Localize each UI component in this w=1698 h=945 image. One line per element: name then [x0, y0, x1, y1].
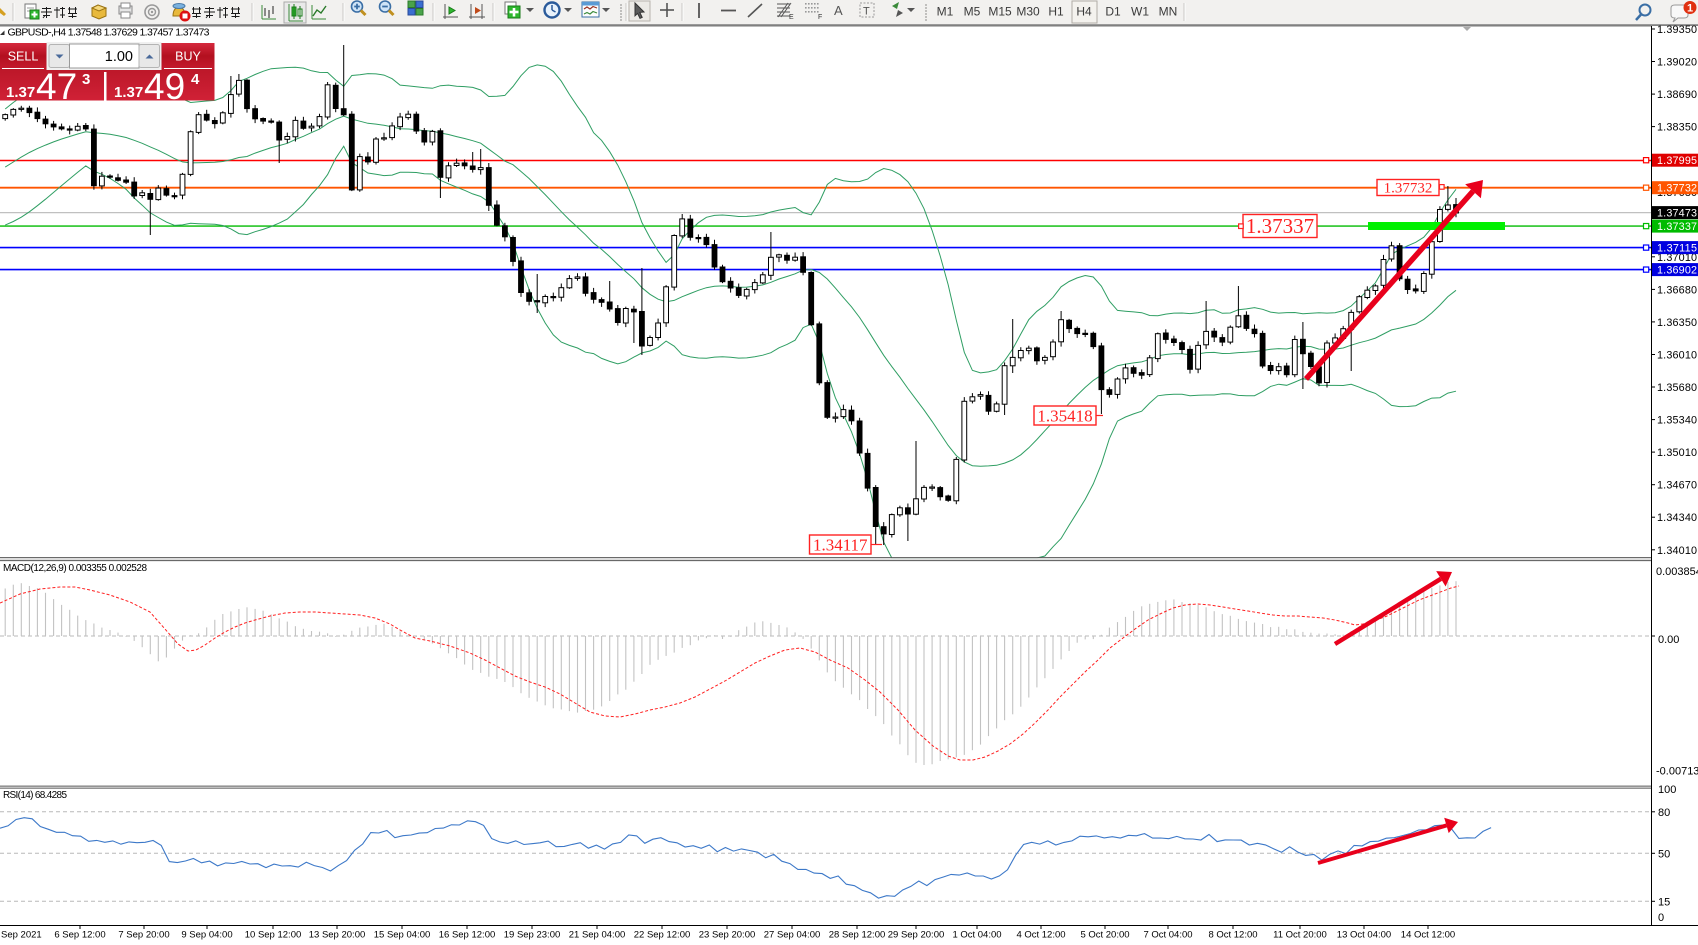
svg-text:1.36350: 1.36350: [1657, 317, 1697, 329]
svg-text:-0.007137: -0.007137: [1656, 766, 1698, 778]
svg-text:7 Sep 20:00: 7 Sep 20:00: [118, 930, 169, 941]
svg-text:4 Oct 12:00: 4 Oct 12:00: [1016, 930, 1065, 941]
svg-text:0: 0: [1658, 912, 1664, 924]
svg-text:100: 100: [1658, 784, 1676, 796]
svg-text:1.34340: 1.34340: [1657, 512, 1697, 524]
svg-text:1.00: 1.00: [105, 49, 133, 65]
svg-text:RSI(14) 68.4285: RSI(14) 68.4285: [3, 790, 67, 801]
svg-text:1.37732: 1.37732: [1384, 181, 1433, 197]
svg-text:8 Oct 12:00: 8 Oct 12:00: [1208, 930, 1257, 941]
svg-text:H4: H4: [1076, 5, 1092, 19]
svg-text:T: T: [863, 6, 870, 18]
svg-text:1.37995: 1.37995: [1657, 155, 1697, 167]
svg-text:0.003854: 0.003854: [1656, 566, 1698, 578]
svg-text:D1: D1: [1105, 5, 1121, 19]
svg-text:14 Oct 12:00: 14 Oct 12:00: [1401, 930, 1455, 941]
svg-text:Sep 2021: Sep 2021: [1, 930, 42, 941]
svg-text:1.37337: 1.37337: [1657, 221, 1697, 233]
svg-text:1.37337: 1.37337: [1246, 214, 1314, 238]
svg-text:15: 15: [1658, 896, 1670, 908]
svg-text:1.39350: 1.39350: [1657, 24, 1697, 36]
svg-text:1.35418: 1.35418: [1037, 406, 1092, 425]
svg-text:1 Oct 04:00: 1 Oct 04:00: [952, 930, 1001, 941]
svg-text:3: 3: [82, 71, 90, 88]
svg-text:1.34010: 1.34010: [1657, 545, 1697, 557]
svg-text:5 Oct 20:00: 5 Oct 20:00: [1080, 930, 1129, 941]
svg-text:1.38690: 1.38690: [1657, 89, 1697, 101]
svg-text:47: 47: [36, 66, 77, 107]
svg-text:27 Sep 04:00: 27 Sep 04:00: [764, 930, 821, 941]
svg-text:50: 50: [1658, 848, 1670, 860]
svg-text:M1: M1: [937, 5, 954, 19]
svg-text:0.00: 0.00: [1658, 634, 1679, 646]
svg-text:9 Sep 04:00: 9 Sep 04:00: [181, 930, 232, 941]
svg-text:10 Sep 12:00: 10 Sep 12:00: [245, 930, 302, 941]
svg-text:1.35010: 1.35010: [1657, 447, 1697, 459]
svg-text:80: 80: [1658, 807, 1670, 819]
svg-text:1.38350: 1.38350: [1657, 122, 1697, 134]
svg-text:M5: M5: [964, 5, 981, 19]
svg-text:H1: H1: [1048, 5, 1064, 19]
svg-text:13 Sep 20:00: 13 Sep 20:00: [309, 930, 366, 941]
svg-text:16 Sep 12:00: 16 Sep 12:00: [439, 930, 496, 941]
svg-text:1: 1: [1687, 3, 1693, 15]
svg-text:22 Sep 12:00: 22 Sep 12:00: [634, 930, 691, 941]
svg-text:1.35680: 1.35680: [1657, 382, 1697, 394]
svg-text:19 Sep 23:00: 19 Sep 23:00: [504, 930, 561, 941]
svg-text:1.37010: 1.37010: [1657, 252, 1697, 264]
svg-text:E: E: [789, 14, 794, 21]
svg-text:M15: M15: [988, 5, 1012, 19]
svg-text:1.34670: 1.34670: [1657, 480, 1697, 492]
svg-text:1.37: 1.37: [114, 84, 143, 101]
svg-text:1.34117: 1.34117: [813, 535, 868, 554]
svg-text:1.36010: 1.36010: [1657, 350, 1697, 362]
svg-text:GBPUSD-,H4 1.37548 1.37629 1.: GBPUSD-,H4 1.37548 1.37629 1.37457 1.374…: [8, 27, 210, 39]
svg-text:15 Sep 04:00: 15 Sep 04:00: [374, 930, 431, 941]
svg-text:7 Oct 04:00: 7 Oct 04:00: [1143, 930, 1192, 941]
svg-text:6 Sep 12:00: 6 Sep 12:00: [54, 930, 105, 941]
svg-text:1.37115: 1.37115: [1657, 243, 1697, 255]
svg-text:11 Oct 20:00: 11 Oct 20:00: [1273, 930, 1327, 941]
svg-text:1.37732: 1.37732: [1657, 183, 1697, 195]
svg-text:29 Sep 20:00: 29 Sep 20:00: [888, 930, 945, 941]
svg-text:MACD(12,26,9) 0.003355 0.00252: MACD(12,26,9) 0.003355 0.002528: [3, 563, 147, 574]
svg-text:SELL: SELL: [8, 50, 39, 64]
svg-text:21 Sep 04:00: 21 Sep 04:00: [569, 930, 626, 941]
svg-text:1.37: 1.37: [6, 84, 35, 101]
svg-text:1.39020: 1.39020: [1657, 57, 1697, 69]
svg-text:13 Oct 04:00: 13 Oct 04:00: [1337, 930, 1391, 941]
svg-text:1.36680: 1.36680: [1657, 284, 1697, 296]
svg-text:23 Sep 20:00: 23 Sep 20:00: [699, 930, 756, 941]
svg-text:1.36902: 1.36902: [1657, 265, 1697, 277]
svg-text:A: A: [834, 3, 843, 18]
svg-text:BUY: BUY: [175, 50, 201, 64]
svg-text:49: 49: [144, 66, 185, 107]
svg-text:M30: M30: [1016, 5, 1040, 19]
svg-text:F: F: [818, 14, 822, 21]
svg-text:28 Sep 12:00: 28 Sep 12:00: [829, 930, 886, 941]
svg-text:1.35340: 1.35340: [1657, 415, 1697, 427]
svg-text:1.37473: 1.37473: [1657, 208, 1697, 220]
svg-text:4: 4: [191, 71, 200, 88]
svg-text:MN: MN: [1159, 5, 1178, 19]
svg-text:W1: W1: [1131, 5, 1149, 19]
